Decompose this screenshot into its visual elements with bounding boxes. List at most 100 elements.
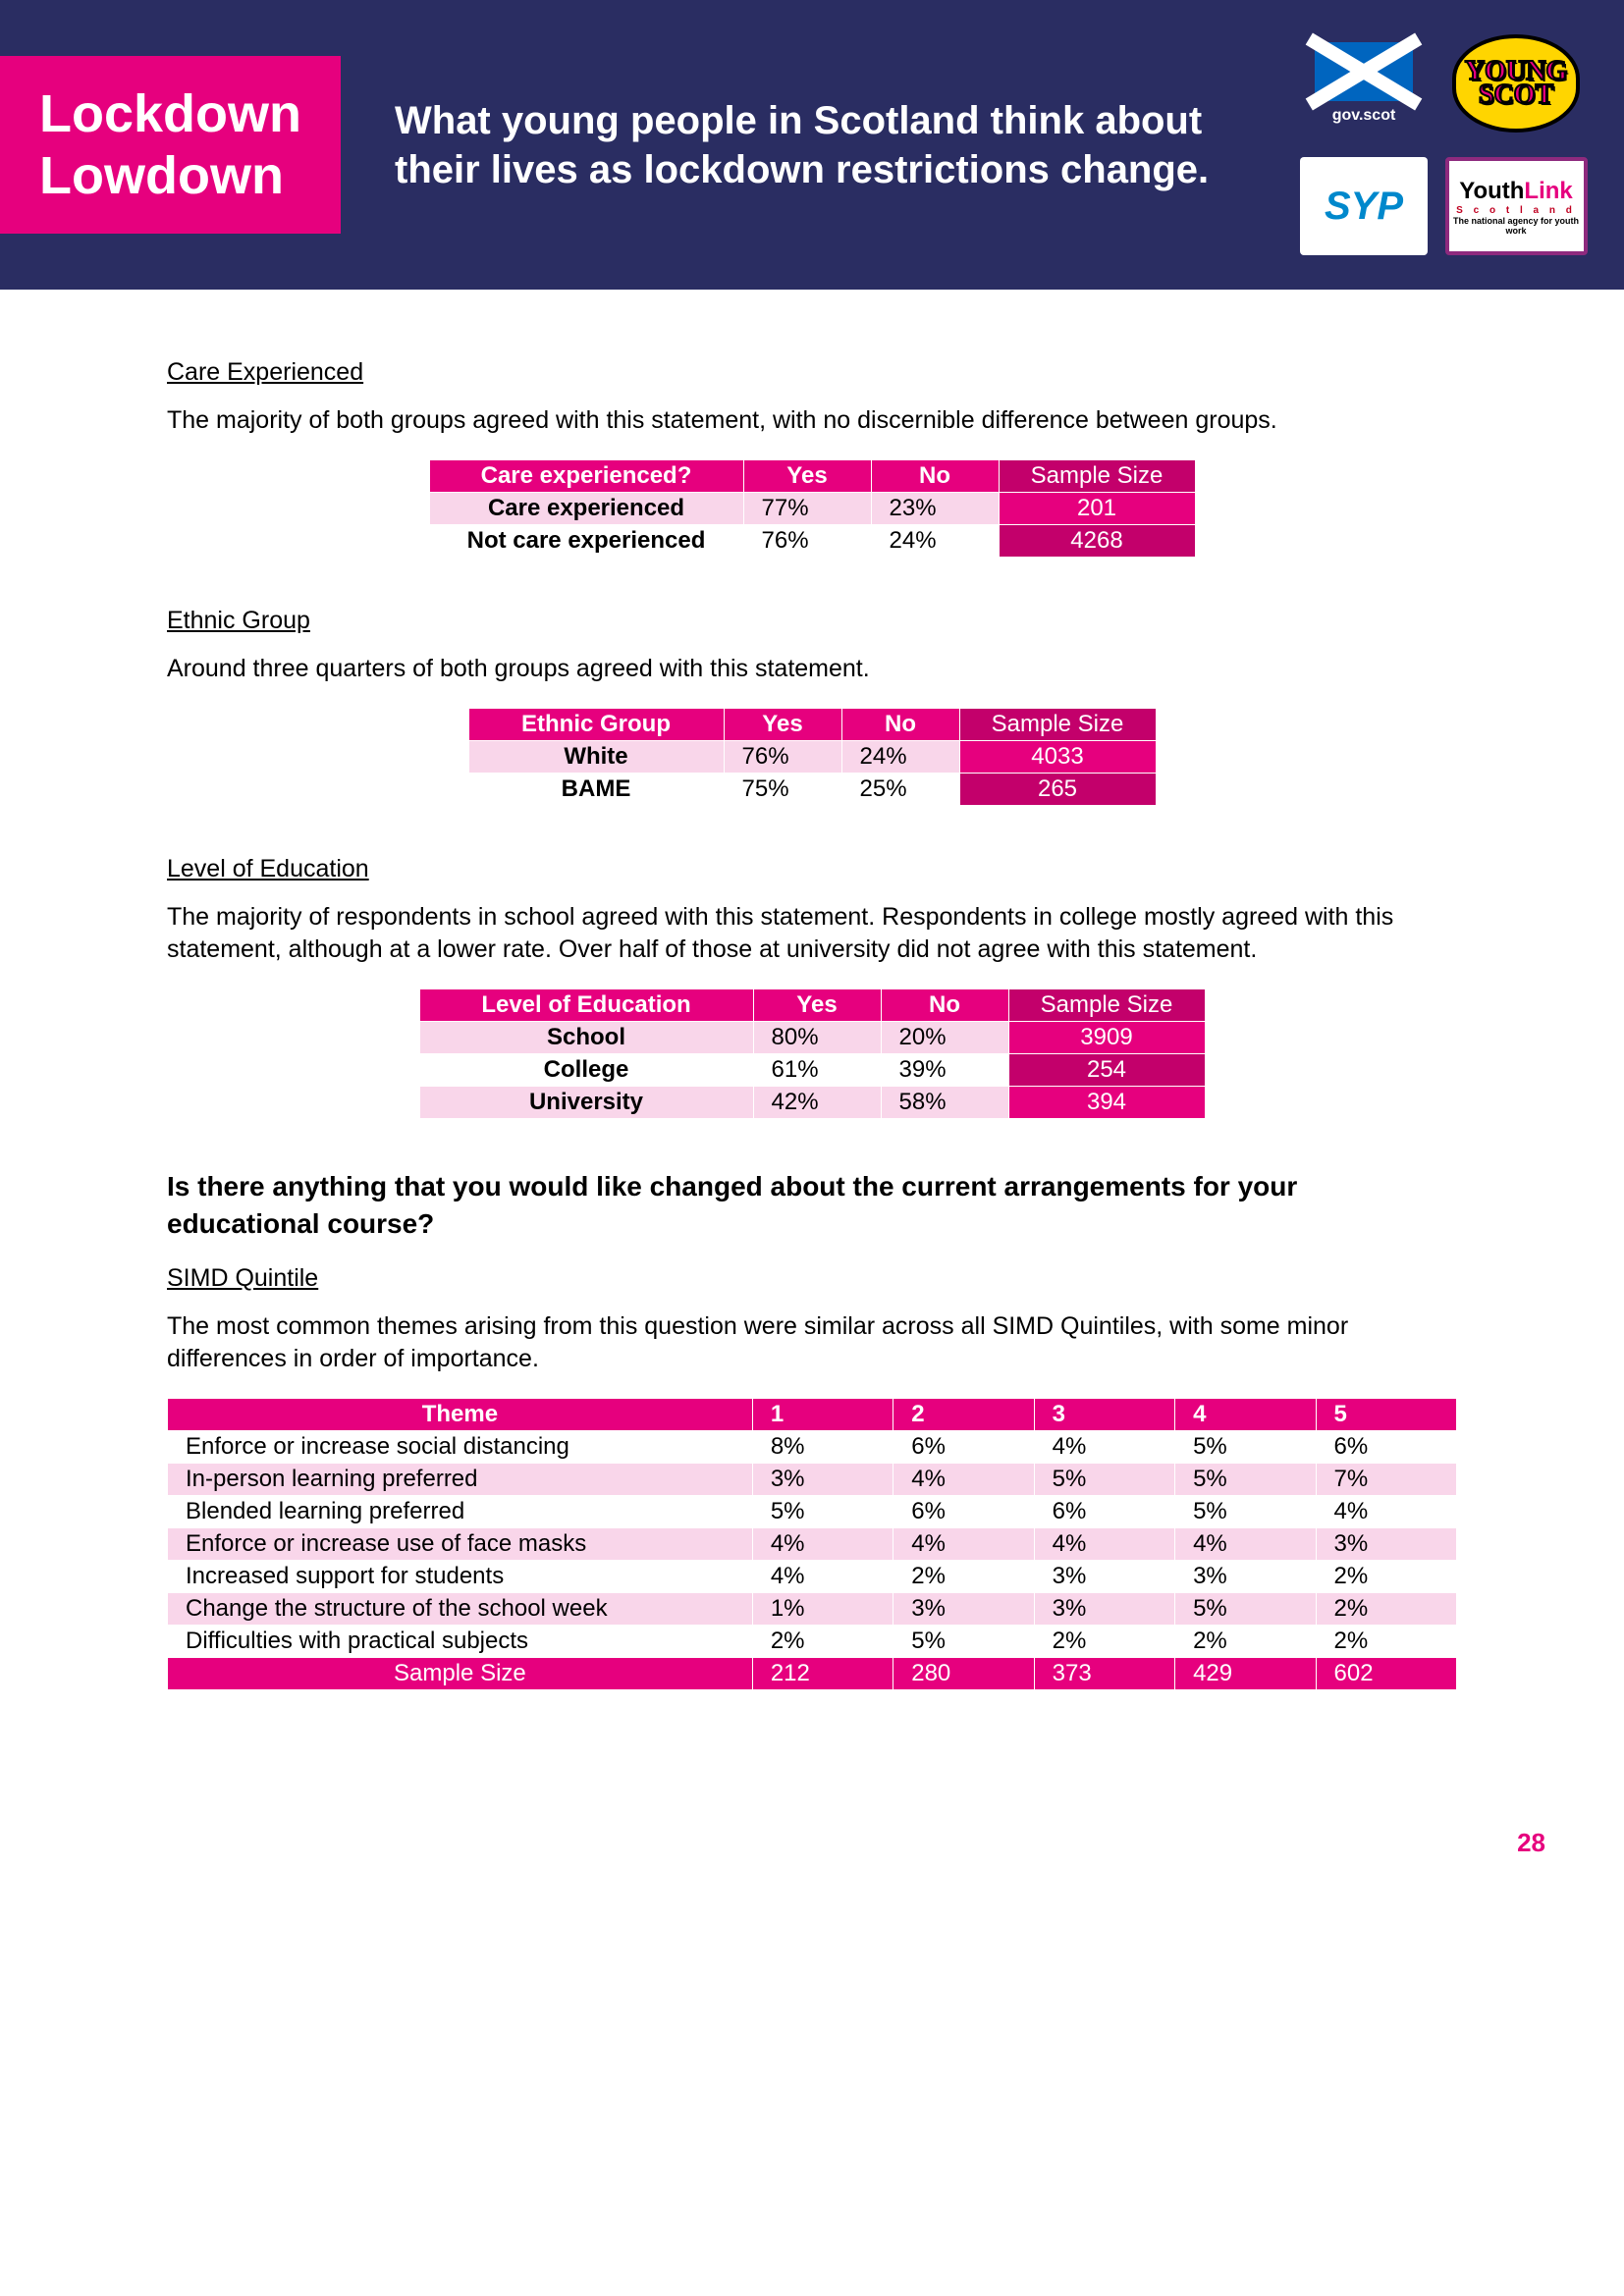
table-header: No [871,459,999,492]
table-cell: 25% [841,773,959,805]
table-cell: 265 [959,773,1156,805]
table-row: College61%39%254 [419,1054,1205,1087]
syp-label: SYP [1325,185,1403,229]
table-cell: 5% [752,1496,893,1528]
table-cell: 1% [752,1593,893,1626]
table-cell: 6% [1034,1496,1174,1528]
logo-text: Lockdown Lowdown [0,56,341,233]
row-label: Increased support for students [168,1561,753,1593]
table-cell: 5% [1175,1496,1316,1528]
row-label: College [419,1054,753,1087]
table-cell: 5% [1175,1464,1316,1496]
table-cell: 61% [753,1054,881,1087]
table-cell: 76% [724,740,841,773]
table-header: No [881,989,1008,1022]
section-text: The majority of respondents in school ag… [167,901,1457,968]
row-label: Care experienced [429,492,743,524]
footer-cell: 373 [1034,1658,1174,1690]
table-cell: 3% [1316,1528,1457,1561]
section-heading: SIMD Quintile [167,1264,1457,1293]
table-cell: 4% [1316,1496,1457,1528]
table-cell: 3% [1034,1593,1174,1626]
page-number: 28 [0,1789,1624,1917]
data-table: Care experienced?YesNoSample SizeCare ex… [429,459,1196,558]
table-header: Theme [168,1399,753,1431]
table-footer-row: Sample Size212280373429602 [168,1658,1457,1690]
section-text: Around three quarters of both groups agr… [167,653,1457,686]
table-cell: 4% [1175,1528,1316,1561]
section-heading: Ethnic Group [167,607,1457,635]
table-cell: 2% [752,1626,893,1658]
table-row: Care experienced77%23%201 [429,492,1195,524]
section-text: The majority of both groups agreed with … [167,404,1457,438]
table-cell: 2% [1175,1626,1316,1658]
table-cell: 58% [881,1087,1008,1119]
row-label: Difficulties with practical subjects [168,1626,753,1658]
section-heading: Level of Education [167,855,1457,883]
youthlink-logo: YouthLink S c o t l a n d The national a… [1445,157,1588,255]
table-header: Yes [724,708,841,740]
table-cell: 77% [743,492,871,524]
table-header: Sample Size [959,708,1156,740]
theme-table: Theme12345Enforce or increase social dis… [167,1398,1457,1690]
table-cell: 3% [893,1593,1034,1626]
section-heading: Care Experienced [167,358,1457,387]
logo-line-2: Lowdown [39,146,284,205]
table-cell: 5% [1034,1464,1174,1496]
table-cell: 6% [1316,1431,1457,1464]
footer-cell: 212 [752,1658,893,1690]
footer-label: Sample Size [168,1658,753,1690]
lockdown-lowdown-logo: Lockdown Lowdown [0,56,341,233]
table-cell: 80% [753,1022,881,1054]
table-cell: 23% [871,492,999,524]
table-header: 1 [752,1399,893,1431]
row-label: University [419,1087,753,1119]
row-label: In-person learning preferred [168,1464,753,1496]
data-table: Ethnic GroupYesNoSample SizeWhite76%24%4… [468,708,1157,806]
table-header: 5 [1316,1399,1457,1431]
table-header: 3 [1034,1399,1174,1431]
youthlink-tag: The national agency for youth work [1449,216,1584,236]
youthlink-a: Youth [1459,178,1524,204]
table-cell: 4% [893,1528,1034,1561]
table-row: University42%58%394 [419,1087,1205,1119]
table-cell: 5% [1175,1431,1316,1464]
table-cell: 8% [752,1431,893,1464]
table-header: Sample Size [999,459,1195,492]
table-cell: 2% [1034,1626,1174,1658]
data-table: Level of EducationYesNoSample SizeSchool… [419,988,1206,1119]
footer-cell: 280 [893,1658,1034,1690]
table-cell: 75% [724,773,841,805]
table-cell: 24% [841,740,959,773]
table-cell: 39% [881,1054,1008,1087]
footer-cell: 602 [1316,1658,1457,1690]
table-header: No [841,708,959,740]
table-cell: 2% [1316,1626,1457,1658]
table-cell: 201 [999,492,1195,524]
table-header: Care experienced? [429,459,743,492]
table-cell: 4% [752,1528,893,1561]
table-cell: 3% [1175,1561,1316,1593]
table-cell: 3% [752,1464,893,1496]
table-row: Increased support for students4%2%3%3%2% [168,1561,1457,1593]
table-row: Change the structure of the school week1… [168,1593,1457,1626]
row-label: Not care experienced [429,524,743,557]
page-header: Lockdown Lowdown What young people in Sc… [0,0,1624,290]
table-cell: 2% [1316,1561,1457,1593]
table-cell: 3% [1034,1561,1174,1593]
youngscot-line2: SCOT [1479,83,1553,107]
table-cell: 42% [753,1087,881,1119]
table-header: 2 [893,1399,1034,1431]
table-header: Yes [743,459,871,492]
youthlink-sub: S c o t l a n d [1456,205,1576,216]
table-cell: 5% [1175,1593,1316,1626]
table-cell: 4% [1034,1528,1174,1561]
table-cell: 6% [893,1496,1034,1528]
table-cell: 4033 [959,740,1156,773]
saltire-icon [1315,42,1413,101]
table-row: Blended learning preferred5%6%6%5%4% [168,1496,1457,1528]
table-cell: 7% [1316,1464,1457,1496]
header-tagline: What young people in Scotland think abou… [370,96,1266,194]
govscot-label: gov.scot [1332,107,1396,125]
footer-cell: 429 [1175,1658,1316,1690]
